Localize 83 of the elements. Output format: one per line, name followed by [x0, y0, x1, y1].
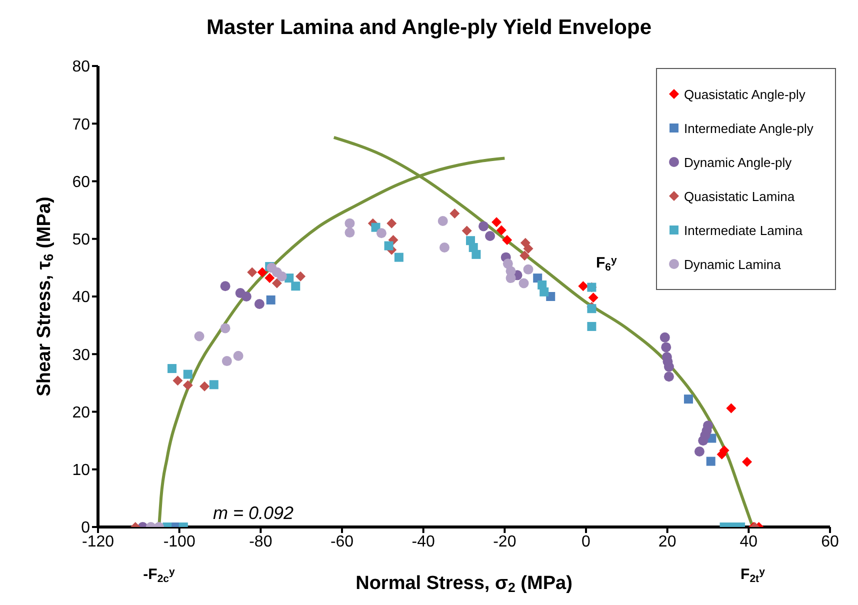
y-tick-label: 50: [72, 232, 90, 249]
point: [485, 230, 496, 241]
point: [384, 241, 394, 250]
point: [183, 370, 192, 379]
point: [661, 342, 672, 352]
point: [518, 278, 529, 288]
x-tick-label: -100: [163, 533, 196, 550]
point: [506, 273, 516, 284]
point: [222, 356, 232, 366]
point: [209, 380, 218, 390]
y-tick-label: 70: [72, 116, 90, 134]
y-tick-label: 10: [72, 462, 90, 480]
point: [266, 295, 276, 304]
point: [502, 235, 512, 246]
x-tick-label: -40: [412, 533, 435, 550]
point: [698, 436, 708, 446]
legend-label: Intermediate Angle-ply: [684, 120, 814, 136]
point: [742, 456, 752, 467]
legend-label: Quasistatic Angle-ply: [684, 86, 806, 102]
point: [296, 271, 306, 282]
point: [587, 322, 596, 331]
point: [684, 394, 693, 404]
x-tick-label: -20: [493, 533, 516, 550]
point: [588, 292, 598, 303]
point: [438, 216, 448, 226]
x-tick-label: 0: [582, 533, 591, 550]
x-tick-label: 60: [821, 533, 839, 550]
point: [664, 372, 674, 382]
point: [450, 208, 460, 219]
legend-label: Quasistatic Lamina: [684, 188, 795, 204]
y-tick-label: 40: [72, 289, 90, 306]
y-tick-label: 80: [72, 58, 90, 76]
point: [520, 250, 530, 261]
y-tick-label: 20: [72, 404, 90, 422]
point: [200, 381, 210, 392]
point: [523, 264, 534, 274]
point: [587, 304, 596, 314]
x-axis-title: Normal Stress, σ$_{2}$ (MPa): [356, 573, 572, 596]
x-tick-label: -80: [249, 533, 272, 550]
point: [247, 267, 258, 278]
chart-title: Master Lamina and Angle-ply Yield Envelope: [206, 16, 652, 40]
point: [344, 218, 355, 228]
point: [220, 323, 230, 334]
point: [478, 221, 489, 232]
x-tick-label: 40: [740, 533, 758, 550]
point: [578, 281, 588, 292]
point: [660, 332, 670, 342]
point: [182, 380, 193, 390]
point: [706, 456, 716, 466]
legend-label: Dynamic Lamina: [684, 256, 781, 272]
point: [386, 218, 397, 228]
point: [664, 362, 674, 372]
point: [394, 252, 404, 262]
point: [241, 292, 252, 302]
point: [291, 282, 300, 291]
point: [172, 376, 183, 386]
point: [257, 267, 268, 278]
point: [376, 228, 386, 238]
x-tick-label: 20: [658, 533, 676, 550]
point: [220, 281, 230, 292]
point: [194, 331, 204, 342]
point: [472, 250, 481, 259]
y-tick-label: 60: [72, 174, 90, 191]
point: [540, 287, 549, 296]
point: [254, 298, 264, 309]
point: [492, 217, 502, 228]
point: [276, 271, 287, 282]
annotation: m = 0.092: [213, 503, 294, 524]
point: [496, 225, 506, 236]
point: [233, 350, 244, 361]
legend-label: Dynamic Angle-ply: [684, 154, 792, 170]
point: [264, 273, 275, 284]
point: [726, 403, 736, 414]
point: [439, 242, 450, 253]
x-tick-label: -60: [330, 533, 354, 550]
point: [344, 228, 355, 238]
point: [694, 446, 704, 457]
point: [523, 244, 534, 254]
point: [272, 278, 282, 288]
legend-label: Intermediate Lamina: [684, 222, 803, 238]
point: [168, 364, 177, 374]
y-tick-label: 30: [72, 346, 90, 364]
point: [462, 226, 472, 236]
